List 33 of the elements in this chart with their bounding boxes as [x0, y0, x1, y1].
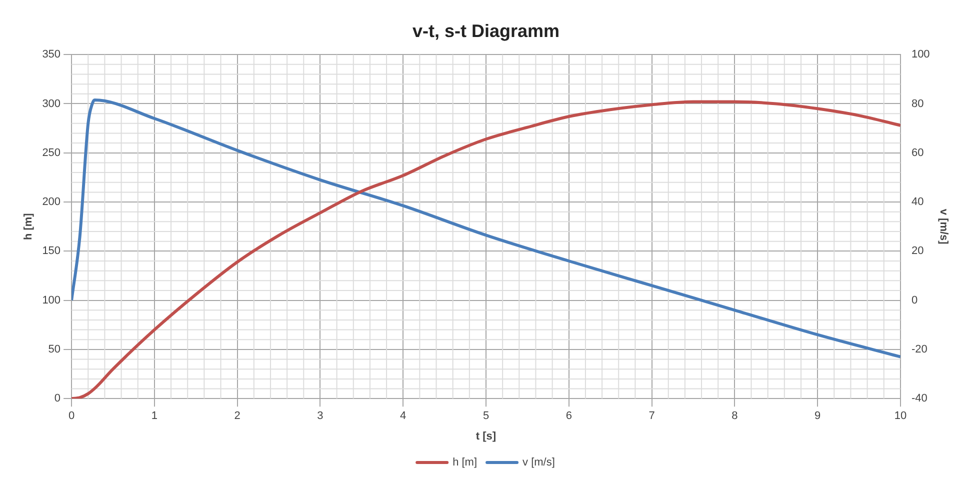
y-tick-label: 250 [42, 146, 61, 159]
x-tick-label: 10 [894, 410, 907, 422]
x-tick-label: 2 [234, 410, 240, 422]
y2-tick-label: 60 [911, 146, 924, 159]
y-tick-label: 50 [48, 343, 61, 356]
y-tick-label: 100 [42, 294, 61, 306]
legend-label: h [m] [452, 456, 478, 469]
x-tick-label: 8 [732, 410, 738, 422]
x-tick-label: 1 [151, 410, 158, 422]
x-tick-label: 4 [400, 410, 406, 422]
x-tick-label: 0 [68, 410, 75, 422]
x-tick-label: 6 [566, 410, 572, 422]
y2-tick-label: 80 [911, 98, 924, 110]
chart-title: v-t, s-t Diagramm [412, 20, 560, 41]
y-tick-label: 150 [42, 245, 61, 258]
x-tick-label: 3 [317, 410, 324, 422]
y2-axis-title: v [m/s] [937, 208, 950, 245]
y-tick-label: 300 [42, 98, 61, 110]
y2-tick-label: 0 [911, 294, 918, 306]
y2-tick-label: -20 [911, 343, 928, 356]
x-tick-label: 5 [482, 410, 490, 422]
y-axis-title: h [m] [22, 212, 35, 240]
x-tick-label: 7 [648, 410, 655, 422]
y-tick-label: 200 [42, 196, 61, 208]
y2-tick-label: 40 [911, 196, 924, 208]
x-tick-label: 9 [814, 410, 821, 422]
y-tick-label: 0 [54, 392, 61, 405]
y-tick-label: 350 [42, 48, 61, 61]
x-axis-title: t [s] [476, 430, 496, 442]
y2-tick-label: -40 [911, 392, 928, 405]
y2-tick-label: 100 [911, 48, 930, 61]
y2-tick-label: 20 [911, 245, 924, 258]
legend-label: v [m/s] [522, 456, 555, 469]
